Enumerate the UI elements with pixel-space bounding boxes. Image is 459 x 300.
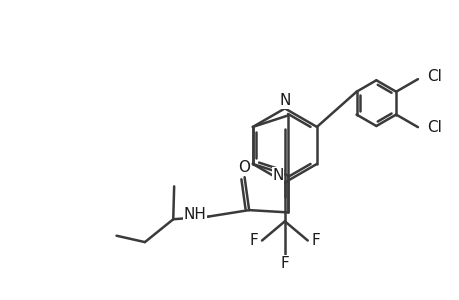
Text: N: N: [239, 159, 250, 174]
Text: F: F: [249, 233, 258, 248]
Text: Cl: Cl: [426, 69, 441, 84]
Text: F: F: [280, 256, 289, 271]
Text: F: F: [310, 233, 319, 248]
Text: N: N: [279, 93, 290, 108]
Text: N: N: [272, 168, 283, 183]
Text: O: O: [237, 160, 249, 175]
Text: Cl: Cl: [426, 120, 441, 135]
Text: NH: NH: [183, 207, 206, 222]
